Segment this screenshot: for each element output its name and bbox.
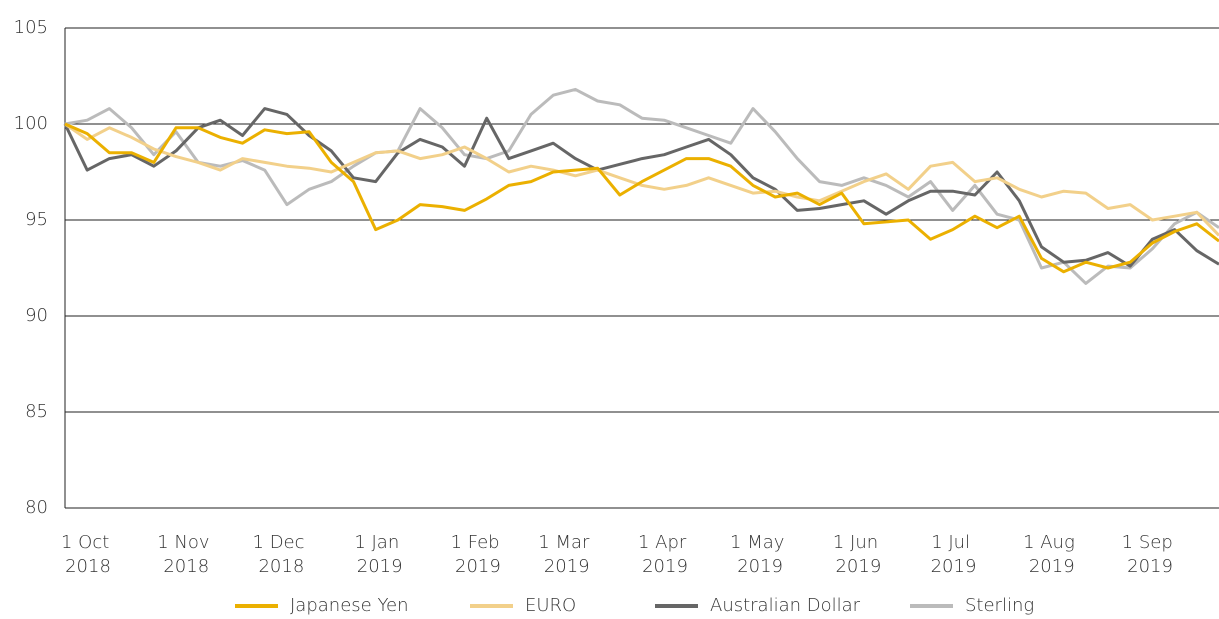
legend-label: EURO xyxy=(525,595,576,616)
x-tick-label-line: 1 Apr xyxy=(638,532,692,553)
x-tick-label: 1 Jan 2019 xyxy=(354,532,405,577)
x-tick-label-line: 2019 xyxy=(1127,556,1173,577)
x-tick-label-line: 1 Feb xyxy=(451,532,506,553)
x-tick-label: 1 Jul 2019 xyxy=(931,532,977,577)
y-tick-label: 90 xyxy=(25,305,48,326)
x-tick-label: 1 Oct 2018 xyxy=(61,532,115,577)
x-tick-label-line: 2019 xyxy=(1029,556,1075,577)
x-tick-label-line: 1 Oct xyxy=(61,532,115,553)
y-tick-label: 105 xyxy=(14,17,48,38)
x-tick-label: 1 Mar 2019 xyxy=(538,532,595,577)
x-tick-label: 1 Dec 2018 xyxy=(253,532,311,577)
x-tick-label: 1 Jun 2019 xyxy=(833,532,884,577)
x-tick-label-line: 1 Jul xyxy=(931,532,976,553)
x-tick-label-line: 1 Jan xyxy=(354,532,405,553)
series-line xyxy=(64,122,1219,237)
x-tick-label-line: 1 Dec xyxy=(253,532,311,553)
legend-label: Japanese Yen xyxy=(290,595,409,616)
x-tick-label-line: 2019 xyxy=(835,556,881,577)
x-tick-label: 1 Apr 2019 xyxy=(638,532,692,577)
y-tick-label: 80 xyxy=(25,497,48,518)
series-line xyxy=(64,87,1219,285)
x-tick-label: 1 Aug 2019 xyxy=(1023,532,1080,577)
x-tick-label-line: 2019 xyxy=(544,556,590,577)
x-tick-label-line: 2019 xyxy=(737,556,783,577)
x-tick-label-line: 1 May xyxy=(730,532,790,553)
x-tick-label-line: 2018 xyxy=(163,556,209,577)
x-tick-label-line: 1 Nov xyxy=(157,532,215,553)
x-tick-label-line: 2018 xyxy=(258,556,304,577)
x-tick-label-line: 2019 xyxy=(357,556,403,577)
x-tick-label: 1 Feb 2019 xyxy=(451,532,506,577)
x-tick-label-line: 2018 xyxy=(65,556,111,577)
legend-label: Australian Dollar xyxy=(710,595,861,616)
series-line xyxy=(64,122,1219,274)
y-tick-label: 85 xyxy=(25,401,48,422)
x-tick-label-line: 1 Jun xyxy=(833,532,884,553)
x-tick-label: 1 Nov 2018 xyxy=(157,532,215,577)
x-tick-label: 1 May 2019 xyxy=(730,532,790,577)
x-tick-label-line: 2019 xyxy=(931,556,977,577)
y-tick-label: 95 xyxy=(25,209,48,230)
x-tick-label-line: 1 Sep xyxy=(1122,532,1179,553)
x-tick-label-line: 2019 xyxy=(455,556,501,577)
x-tick-label-line: 1 Mar xyxy=(538,532,595,553)
legend-label: Sterling xyxy=(965,595,1034,616)
x-tick-label: 1 Sep 2019 xyxy=(1122,532,1179,577)
series-line xyxy=(63,107,1219,268)
y-tick-label: 100 xyxy=(14,113,48,134)
x-tick-label-line: 2019 xyxy=(642,556,688,577)
x-tick-label-line: 1 Aug xyxy=(1023,532,1080,553)
